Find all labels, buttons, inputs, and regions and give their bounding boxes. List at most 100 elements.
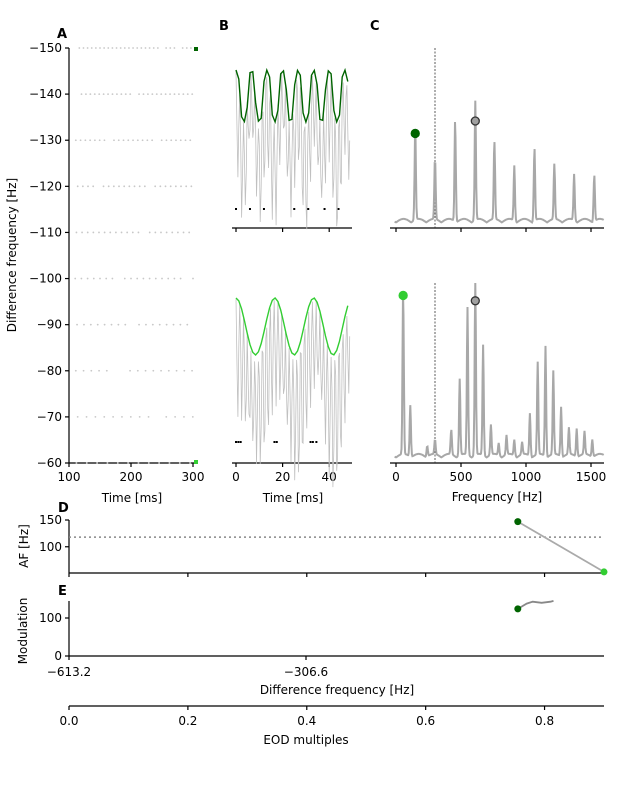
a-spike-dot bbox=[192, 277, 194, 280]
a-spike-dot bbox=[148, 231, 151, 234]
a-spike-dot bbox=[75, 462, 78, 464]
a-spike-dot bbox=[171, 231, 174, 234]
a-spike-dot bbox=[164, 185, 167, 188]
a-marker-bottom bbox=[194, 460, 198, 464]
a-spike-dot bbox=[103, 231, 106, 234]
a-spike-dot bbox=[130, 277, 132, 280]
a-spike-dot bbox=[138, 323, 140, 326]
a-spike-dot bbox=[158, 462, 161, 464]
a-spike-dot bbox=[115, 47, 118, 49]
a-spike-dot bbox=[79, 139, 82, 142]
eod-xtick-label: 0.6 bbox=[416, 714, 435, 728]
a-spike-dot bbox=[74, 139, 77, 142]
a-ylabel: Difference frequency [Hz] bbox=[5, 178, 19, 332]
a-spike-dot bbox=[169, 47, 172, 49]
eod-xtick-label: 0.2 bbox=[178, 714, 197, 728]
a-spike-dot bbox=[160, 139, 163, 142]
a-spike-dot bbox=[120, 93, 123, 96]
a-xlabel: Time [ms] bbox=[101, 491, 163, 505]
a-spike-dot bbox=[185, 47, 188, 49]
a-spike-dot bbox=[93, 93, 96, 96]
a-spike-dot bbox=[102, 93, 105, 96]
eod-xtick-label: 0.8 bbox=[535, 714, 554, 728]
a-spike-dot bbox=[128, 185, 131, 188]
c-peak-marker bbox=[398, 290, 408, 301]
panel-label-e: E bbox=[58, 584, 67, 599]
a-spike-dot bbox=[74, 369, 77, 372]
a-spike-dot bbox=[152, 47, 155, 49]
eod-xtick-label: 0.4 bbox=[297, 714, 316, 728]
a-spike-dot bbox=[105, 369, 108, 372]
a-ytick-label: −70 bbox=[37, 410, 62, 424]
a-spike-dot bbox=[128, 47, 130, 49]
a-xtick-label: 300 bbox=[182, 470, 205, 484]
panel-label-d: D bbox=[58, 501, 69, 516]
a-spike-dot bbox=[179, 323, 182, 326]
a-spike-dot bbox=[105, 277, 108, 280]
a-spike-dot bbox=[169, 185, 172, 188]
a-spike-dot bbox=[76, 323, 78, 326]
d-point bbox=[514, 518, 522, 526]
a-spike-dot bbox=[81, 231, 83, 234]
a-spike-dot bbox=[94, 47, 97, 49]
a-spike-dot bbox=[122, 139, 125, 142]
a-spike-dot bbox=[136, 277, 139, 280]
a-spike-dot bbox=[147, 415, 150, 418]
e-ylabel: Modulation bbox=[16, 598, 30, 665]
a-spike-dot bbox=[103, 415, 106, 418]
a-spike-dot bbox=[190, 47, 192, 49]
a-spike-dot bbox=[172, 323, 175, 326]
a-spike-dot bbox=[106, 462, 109, 464]
eod-xlabel: EOD multiples bbox=[263, 733, 348, 747]
a-spike-dot bbox=[160, 369, 162, 372]
a-spike-dot bbox=[183, 415, 185, 418]
a-xtick-label: 100 bbox=[58, 470, 81, 484]
a-spike-dot bbox=[165, 323, 168, 326]
a-spike-dot bbox=[142, 277, 145, 280]
a-spike-dot bbox=[84, 139, 87, 142]
a-spike-dot bbox=[190, 185, 193, 188]
a-spike-dot bbox=[189, 462, 192, 464]
b-spike bbox=[309, 441, 312, 443]
a-spike-dot bbox=[90, 369, 93, 372]
a-spike-dot bbox=[151, 323, 154, 326]
a-spike-dot bbox=[132, 47, 134, 49]
a-spike-dot bbox=[124, 323, 127, 326]
b-xlabel: Time [ms] bbox=[262, 491, 324, 505]
a-spike-dot bbox=[142, 93, 145, 96]
a-spike-dot bbox=[191, 369, 193, 372]
a-spike-dot bbox=[160, 93, 163, 96]
a-spike-dot bbox=[92, 277, 95, 280]
a-spike-dot bbox=[127, 139, 130, 142]
a-spike-dot bbox=[146, 139, 149, 142]
panel-label-a: A bbox=[57, 27, 67, 42]
a-spike-dot bbox=[103, 323, 106, 326]
a-spike-dot bbox=[120, 231, 123, 234]
b-spike bbox=[323, 208, 326, 210]
a-spike-dot bbox=[96, 323, 99, 326]
e-point bbox=[514, 605, 522, 613]
c-spectrum-1 bbox=[394, 282, 605, 459]
a-spike-dot bbox=[87, 185, 89, 188]
a-spike-dot bbox=[117, 139, 120, 142]
a-ytick-label: −60 bbox=[37, 456, 62, 470]
a-spike-dot bbox=[147, 93, 149, 96]
b-envelope-1 bbox=[235, 297, 349, 357]
b-spike bbox=[235, 208, 237, 210]
a-spike-dot bbox=[137, 462, 140, 464]
a-spike-dot bbox=[179, 139, 182, 142]
a-spike-dot bbox=[154, 231, 157, 234]
a-spike-dot bbox=[121, 415, 123, 418]
eod-xtick-label: 0.0 bbox=[59, 714, 78, 728]
a-spike-dot bbox=[75, 231, 78, 234]
a-spike-dot bbox=[168, 462, 171, 464]
a-spike-dot bbox=[144, 369, 147, 372]
d-ytick-label: 150 bbox=[39, 513, 62, 527]
a-spike-dot bbox=[89, 139, 92, 142]
b-spike bbox=[307, 208, 310, 210]
d-ylabel: AF [Hz] bbox=[17, 524, 31, 568]
a-spike-dot bbox=[76, 185, 79, 188]
a-spike-dot bbox=[102, 185, 105, 188]
a-spike-dot bbox=[154, 277, 157, 280]
a-ytick-label: −140 bbox=[29, 87, 62, 101]
